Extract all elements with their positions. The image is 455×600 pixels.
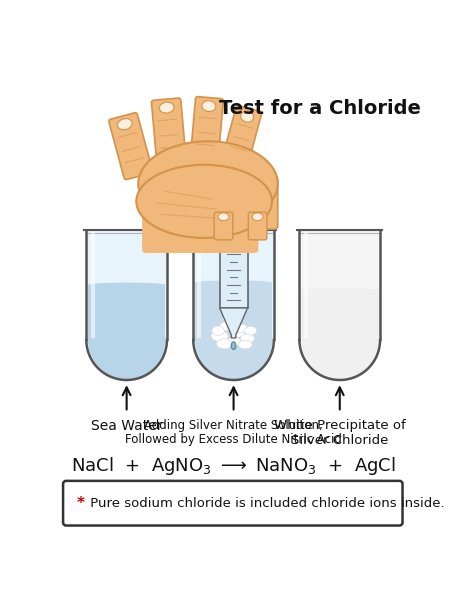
Text: Adding Silver Nitrate Solution,
Followed by Excess Dilute Nitric Acid: Adding Silver Nitrate Solution, Followed… xyxy=(125,419,342,446)
Ellipse shape xyxy=(117,119,132,130)
FancyBboxPatch shape xyxy=(190,97,223,163)
FancyBboxPatch shape xyxy=(218,224,249,239)
Ellipse shape xyxy=(202,101,216,112)
FancyBboxPatch shape xyxy=(88,285,165,340)
Ellipse shape xyxy=(211,331,228,341)
Ellipse shape xyxy=(220,322,235,331)
Ellipse shape xyxy=(138,141,278,226)
Ellipse shape xyxy=(195,301,273,379)
FancyBboxPatch shape xyxy=(152,98,186,166)
FancyBboxPatch shape xyxy=(142,184,258,253)
Ellipse shape xyxy=(86,300,167,380)
FancyBboxPatch shape xyxy=(86,230,167,340)
Ellipse shape xyxy=(241,111,253,122)
Ellipse shape xyxy=(159,102,174,113)
Text: Test for a Chloride: Test for a Chloride xyxy=(219,99,421,118)
FancyBboxPatch shape xyxy=(63,481,403,526)
Ellipse shape xyxy=(235,324,248,332)
FancyBboxPatch shape xyxy=(222,106,262,166)
FancyBboxPatch shape xyxy=(193,230,274,340)
FancyBboxPatch shape xyxy=(220,239,248,308)
Ellipse shape xyxy=(217,339,232,349)
Ellipse shape xyxy=(230,327,245,337)
Ellipse shape xyxy=(88,283,165,287)
FancyBboxPatch shape xyxy=(109,113,152,179)
Ellipse shape xyxy=(195,280,273,285)
FancyBboxPatch shape xyxy=(195,283,273,340)
FancyBboxPatch shape xyxy=(214,212,233,240)
Ellipse shape xyxy=(212,326,224,335)
FancyBboxPatch shape xyxy=(248,212,267,240)
Ellipse shape xyxy=(301,301,379,379)
FancyBboxPatch shape xyxy=(301,290,379,340)
Ellipse shape xyxy=(252,213,263,221)
Ellipse shape xyxy=(193,300,274,380)
Text: NaCl  +  AgNO$_3$ $\longrightarrow$ NaNO$_3$  +  AgCl: NaCl + AgNO$_3$ $\longrightarrow$ NaNO$_… xyxy=(71,455,396,478)
Text: Pure sodium chloride is included chloride ions inside.: Pure sodium chloride is included chlorid… xyxy=(86,497,445,511)
Text: White Precipitate of
Silver Chloride: White Precipitate of Silver Chloride xyxy=(274,419,405,446)
Ellipse shape xyxy=(238,340,252,349)
Text: *: * xyxy=(76,496,84,511)
Text: Sea Water: Sea Water xyxy=(91,419,162,433)
FancyBboxPatch shape xyxy=(242,177,278,229)
FancyBboxPatch shape xyxy=(299,230,380,340)
Ellipse shape xyxy=(223,314,237,323)
Ellipse shape xyxy=(299,300,380,380)
Ellipse shape xyxy=(136,165,272,238)
Ellipse shape xyxy=(231,342,236,350)
Ellipse shape xyxy=(244,326,257,335)
Ellipse shape xyxy=(301,288,379,293)
Polygon shape xyxy=(220,308,248,338)
Ellipse shape xyxy=(227,337,241,346)
Ellipse shape xyxy=(218,213,229,221)
Ellipse shape xyxy=(241,334,254,343)
Ellipse shape xyxy=(88,301,165,379)
